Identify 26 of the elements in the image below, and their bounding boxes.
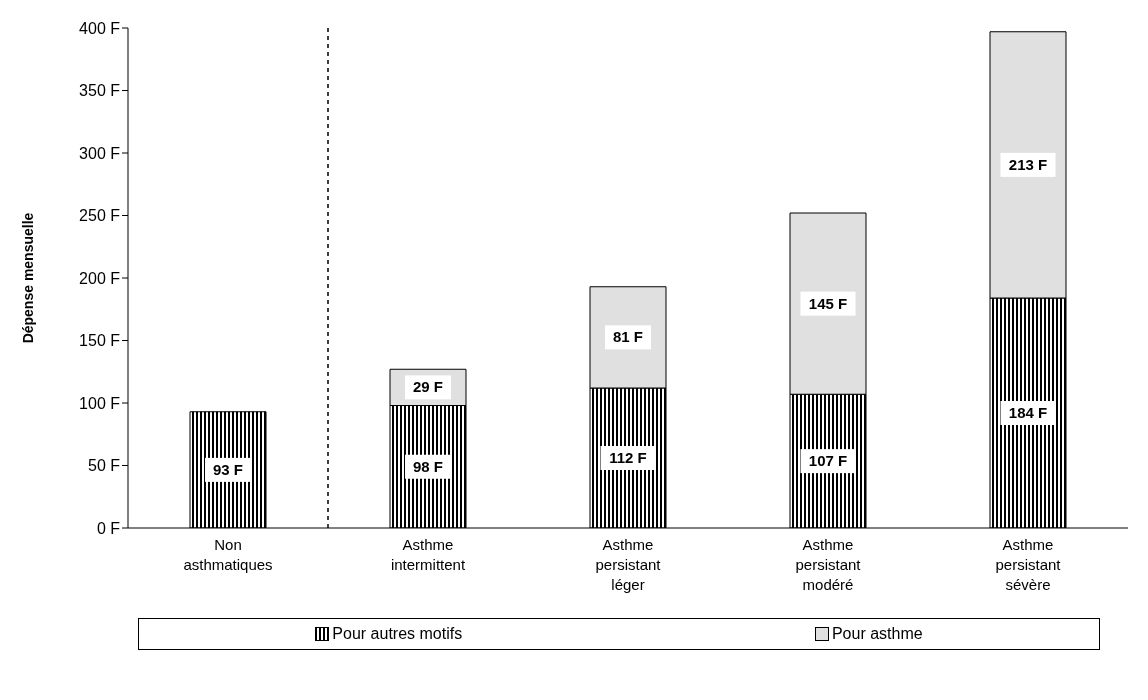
y-tick-label: 200 F [79,269,121,287]
data-label: 213 F [1008,155,1048,173]
x-tick-label: Non asthmatiques [183,536,273,573]
data-label: 93 F [212,460,244,478]
data-label: 81 F [612,328,644,346]
x-tick-label: Asthme persistant sévère [995,536,1062,593]
data-label: 107 F [808,452,848,470]
x-tick-label: Asthme intermittent [390,536,466,573]
y-tick-label: 50 F [87,457,121,475]
data-label: 29 F [412,378,444,396]
legend-label: Pour autres motifs [331,625,463,643]
data-label: 98 F [412,457,444,475]
y-tick-label: 0 F [96,519,121,537]
x-tick-label: Asthme persistant modéré [795,536,862,593]
data-label: 112 F [609,449,647,466]
y-axis-title: Dépense mensuelle [19,212,36,344]
x-tick-label: Asthme persistant léger [595,536,662,593]
y-tick-label: 150 F [79,332,121,350]
y-tick-label: 100 F [79,394,121,412]
data-label: 184 F [1008,404,1048,421]
y-tick-label: 350 F [79,82,121,100]
y-tick-label: 400 F [79,19,121,37]
legend-label: Pour asthme [830,625,923,643]
y-tick-label: 300 F [79,144,121,162]
y-tick-label: 250 F [79,207,121,225]
data-label: 145 F [808,294,848,312]
